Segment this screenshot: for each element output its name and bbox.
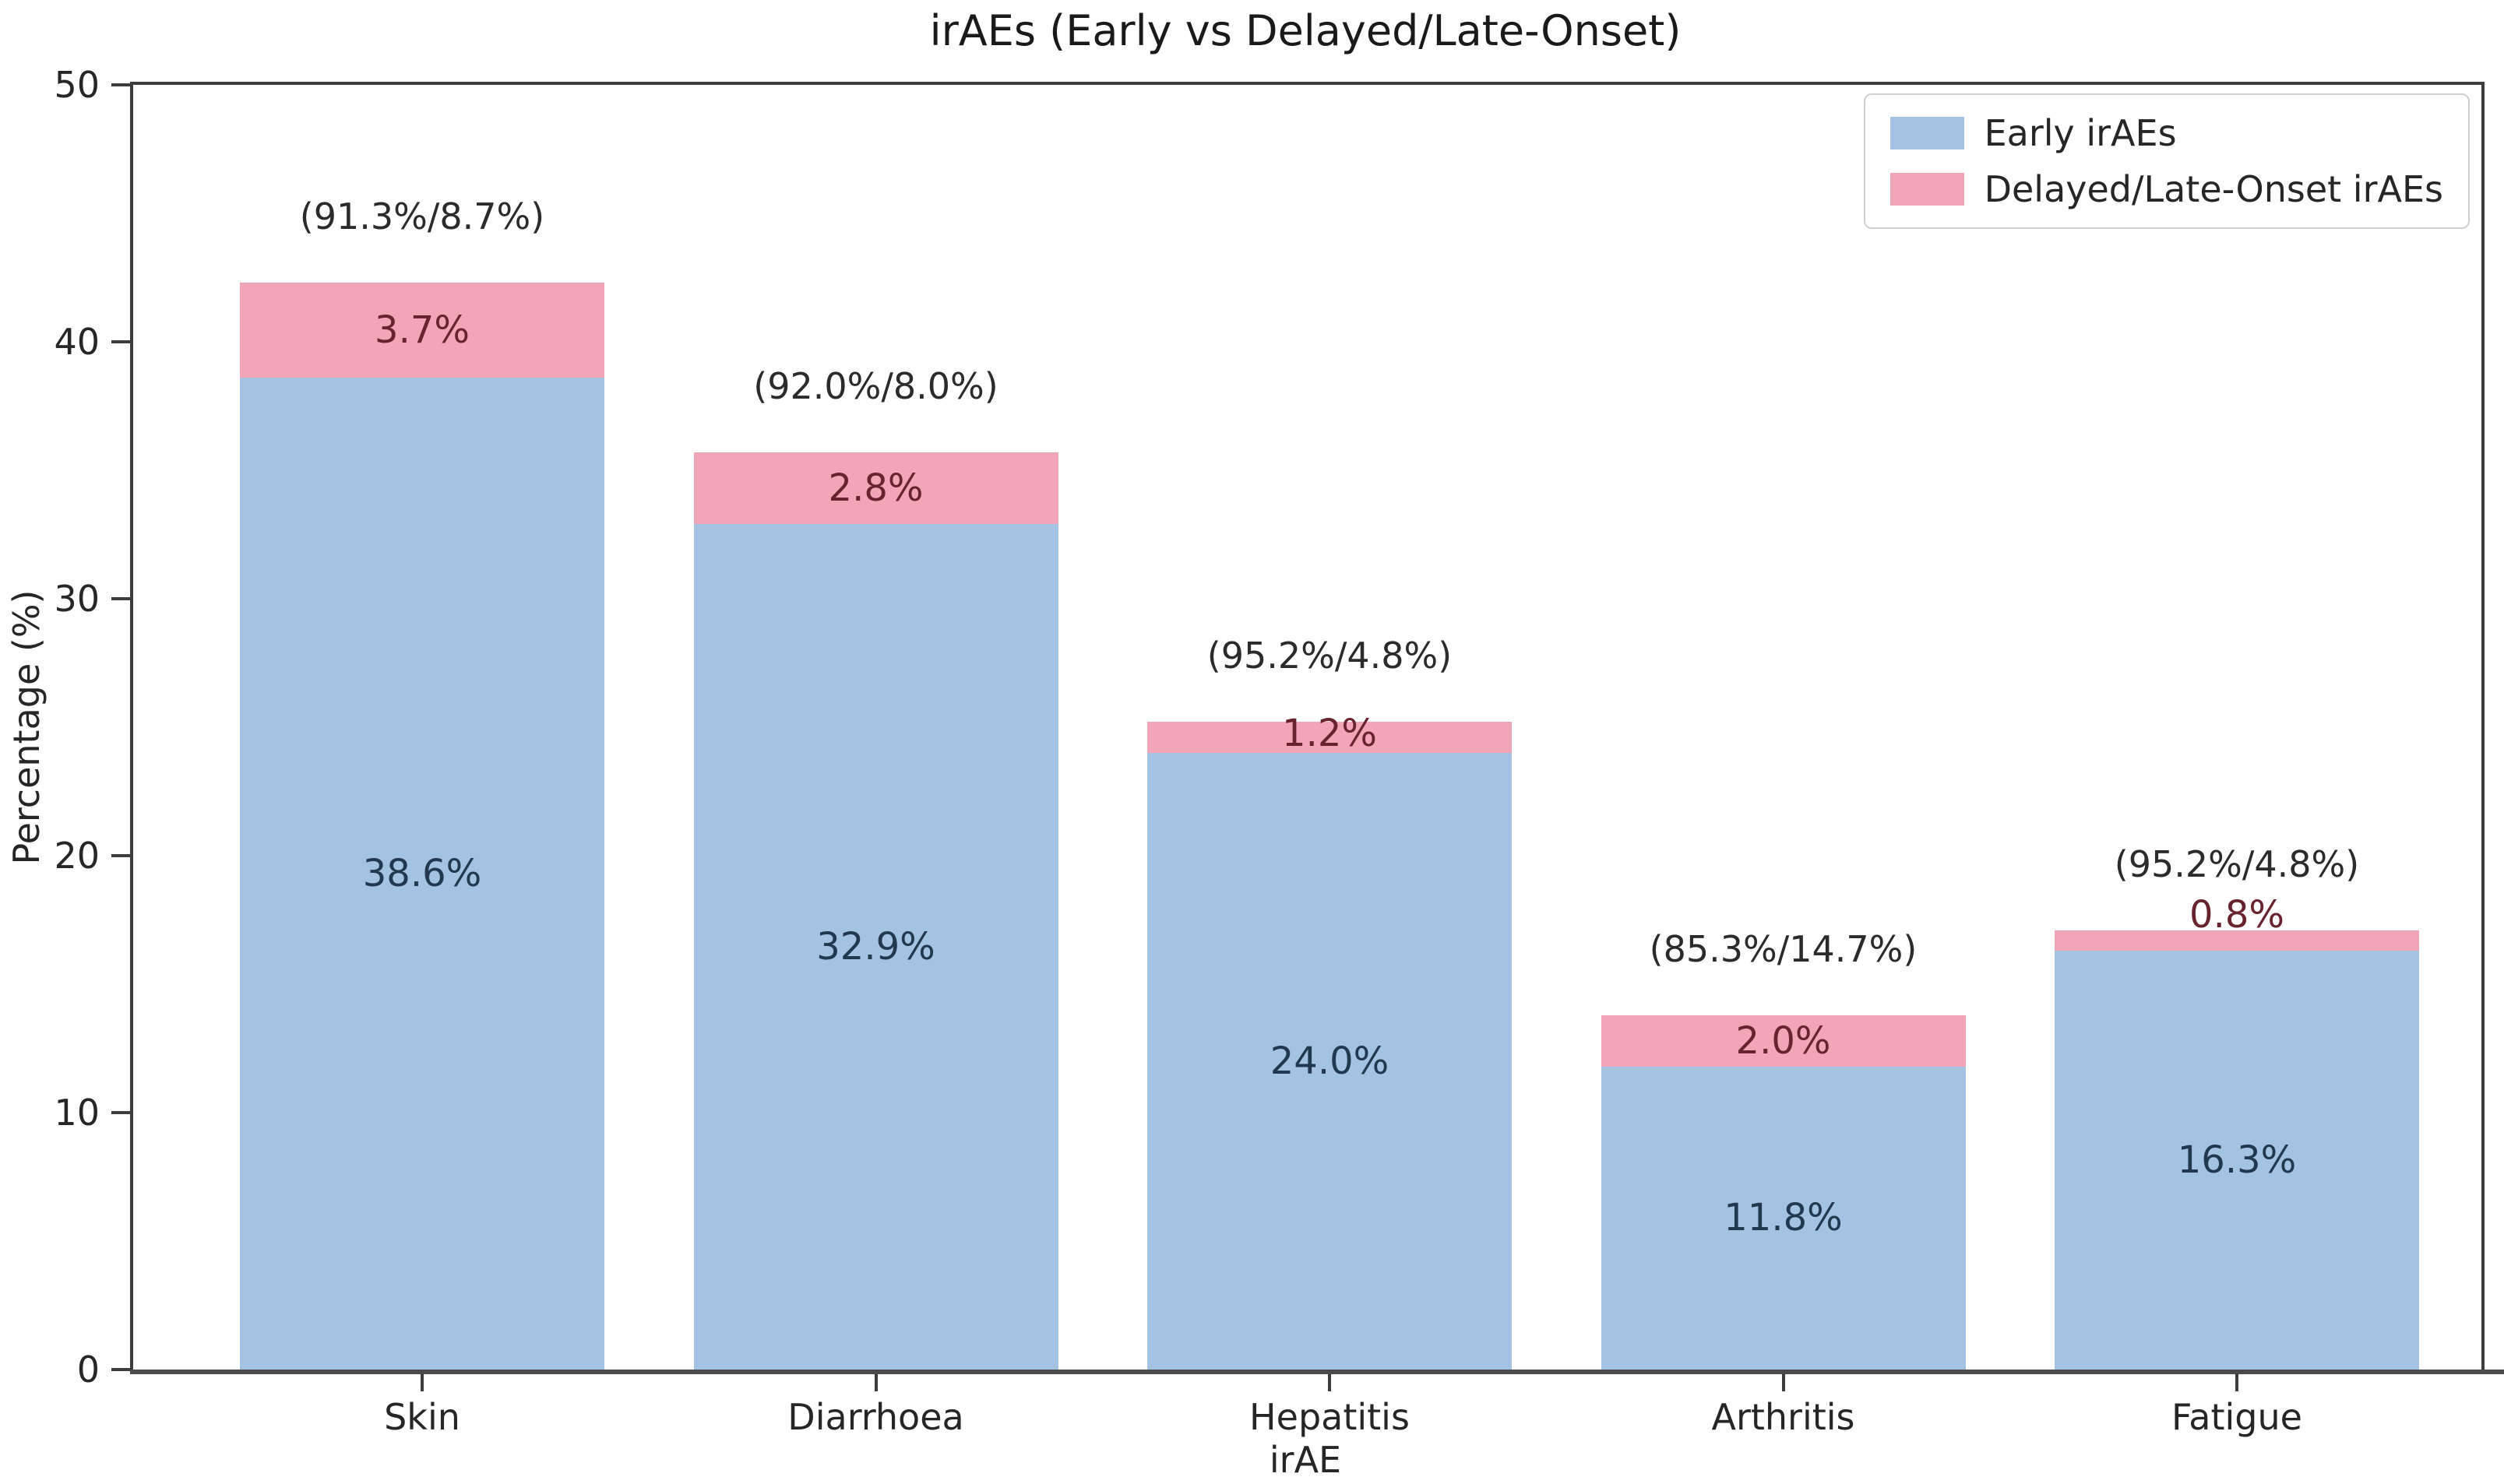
- x-axis-label: irAE: [1269, 1439, 1342, 1481]
- x-tick-mark: [874, 1374, 878, 1391]
- bar-early-value-fatigue: 16.3%: [2177, 1138, 2297, 1183]
- x-tick-label-fatigue: Fatigue: [2171, 1396, 2302, 1438]
- legend-swatch-early-icon: [1889, 117, 1964, 149]
- bar-delayed-value-diarrhoea: 2.8%: [828, 466, 924, 511]
- bar-annotation-diarrhoea: (92.0%/8.0%): [753, 364, 998, 407]
- bar-delayed-value-hepatitis: 1.2%: [1282, 712, 1377, 756]
- legend-item-early: Early irAEs: [1889, 112, 2443, 154]
- bar-early-value-arthritis: 11.8%: [1724, 1196, 1843, 1240]
- left-spine: [130, 82, 133, 1374]
- bar-delayed-arthritis: [1601, 1015, 1966, 1067]
- legend: Early irAEs Delayed/Late-Onset irAEs: [1863, 93, 2470, 229]
- bar-delayed-value-arthritis: 2.0%: [1735, 1018, 1831, 1063]
- bar-early-value-skin: 38.6%: [362, 852, 482, 896]
- bar-early-value-diarrhoea: 32.9%: [816, 925, 935, 969]
- bar-annotation-hepatitis: (95.2%/4.8%): [1206, 635, 1453, 677]
- bar-annotation-fatigue: (95.2%/4.8%): [2114, 842, 2360, 885]
- bar-delayed-value-fatigue: 0.8%: [2189, 892, 2284, 937]
- bar-annotation-skin: (91.3%/8.7%): [299, 195, 545, 238]
- y-tick-label: 20: [54, 835, 100, 877]
- bar-early-diarrhoea: [693, 524, 1058, 1370]
- y-tick-label: 30: [54, 578, 100, 620]
- chart-title: irAEs (Early vs Delayed/Late-Onset): [929, 6, 1682, 55]
- x-tick-label-hepatitis: Hepatitis: [1249, 1396, 1410, 1438]
- bar-annotation-arthritis: (85.3%/14.7%): [1649, 927, 1918, 970]
- y-tick-label: 50: [54, 64, 100, 106]
- y-tick-mark: [111, 1111, 130, 1114]
- y-tick-label: 40: [54, 321, 100, 363]
- bar-delayed-skin: [240, 283, 604, 378]
- x-tick-label-skin: Skin: [384, 1396, 460, 1438]
- bar-early-fatigue: [2055, 951, 2419, 1370]
- right-spine: [2481, 82, 2485, 1374]
- bar-delayed-diarrhoea: [693, 452, 1058, 525]
- bar-early-value-hepatitis: 24.0%: [1270, 1039, 1389, 1083]
- y-tick-mark: [111, 340, 130, 343]
- y-tick-mark: [111, 854, 130, 857]
- bar-delayed-hepatitis: [1147, 722, 1512, 753]
- x-tick-mark: [2235, 1374, 2238, 1391]
- x-tick-label-arthritis: Arthritis: [1711, 1396, 1855, 1438]
- legend-label-early: Early irAEs: [1984, 112, 2177, 154]
- legend-label-delayed: Delayed/Late-Onset irAEs: [1984, 168, 2443, 210]
- y-tick-mark: [111, 597, 130, 600]
- y-tick-mark: [111, 1368, 130, 1371]
- legend-swatch-delayed-icon: [1889, 173, 1964, 206]
- x-tick-mark: [1781, 1374, 1785, 1391]
- x-tick-mark: [421, 1374, 424, 1391]
- y-tick-mark: [111, 83, 130, 86]
- bottom-spine: [130, 1370, 2504, 1374]
- bar-early-arthritis: [1601, 1066, 1966, 1370]
- x-tick-label-diarrhoea: Diarrhoea: [787, 1396, 964, 1438]
- bar-delayed-fatigue: [2055, 930, 2419, 951]
- x-tick-mark: [1328, 1374, 1331, 1391]
- legend-item-delayed: Delayed/Late-Onset irAEs: [1889, 168, 2443, 210]
- top-spine: [130, 82, 2485, 85]
- bar-early-skin: [240, 378, 604, 1370]
- bar-delayed-value-skin: 3.7%: [375, 308, 470, 353]
- y-tick-label: 0: [76, 1349, 100, 1391]
- bar-early-hepatitis: [1147, 753, 1512, 1370]
- y-tick-label: 10: [54, 1092, 100, 1134]
